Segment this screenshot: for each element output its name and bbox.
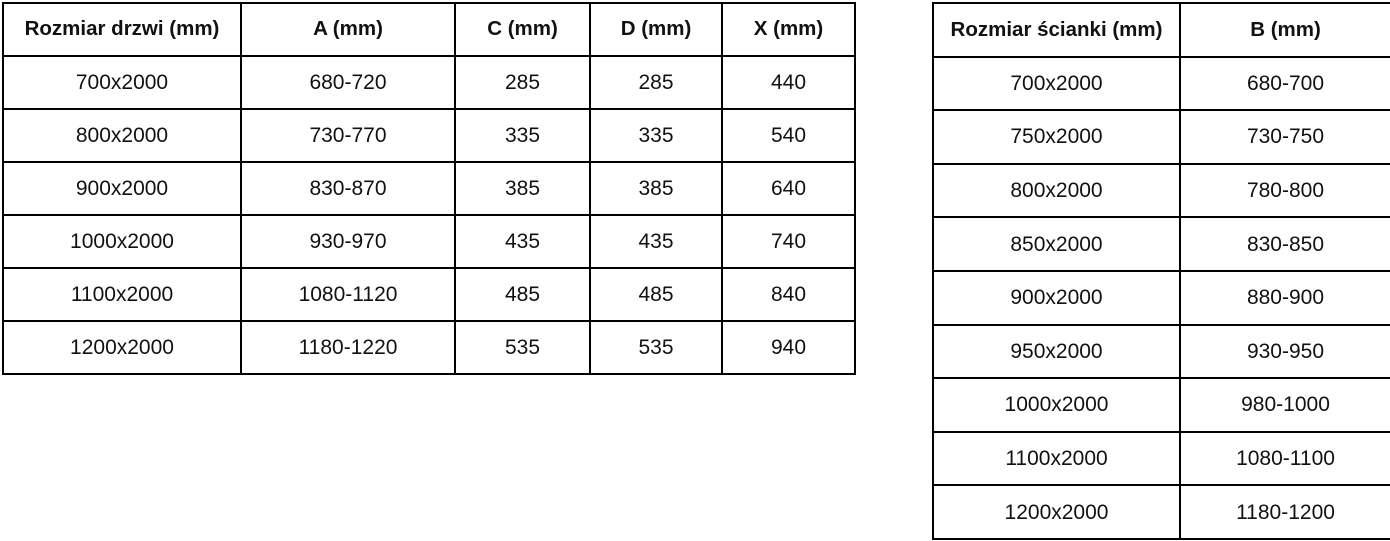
cell-b: 1180-1200 xyxy=(1179,484,1390,540)
cell-wall-size: 1200x2000 xyxy=(932,484,1181,540)
cell-door-size: 1100x2000 xyxy=(2,267,242,322)
cell-wall-size: 850x2000 xyxy=(932,216,1181,272)
cell-b: 980-1000 xyxy=(1179,377,1390,433)
cell-door-size: 700x2000 xyxy=(2,55,242,110)
table-row: 1200x2000 1180-1200 xyxy=(932,484,1390,540)
table-row: 750x2000 730-750 xyxy=(932,109,1390,165)
cell-c: 485 xyxy=(454,267,591,322)
cell-c: 435 xyxy=(454,214,591,269)
cell-wall-size: 900x2000 xyxy=(932,269,1181,326)
cell-d: 285 xyxy=(589,55,723,110)
column-header-door-size: Rozmiar drzwi (mm) xyxy=(2,2,242,57)
cell-x: 940 xyxy=(721,320,856,375)
cell-d: 535 xyxy=(589,320,723,375)
cell-wall-size: 700x2000 xyxy=(932,55,1181,112)
cell-d: 335 xyxy=(589,108,723,163)
table-row: 700x2000 680-720 285 285 440 xyxy=(2,55,856,110)
cell-b: 780-800 xyxy=(1179,162,1390,219)
cell-a: 1180-1220 xyxy=(240,320,456,375)
cell-door-size: 900x2000 xyxy=(2,161,242,216)
cell-door-size: 1000x2000 xyxy=(2,214,242,269)
table-row: 1100x2000 1080-1100 xyxy=(932,430,1390,487)
cell-a: 680-720 xyxy=(240,55,456,110)
cell-c: 535 xyxy=(454,320,591,375)
cell-a: 830-870 xyxy=(240,161,456,216)
cell-d: 485 xyxy=(589,267,723,322)
cell-a: 1080-1120 xyxy=(240,267,456,322)
cell-b: 880-900 xyxy=(1179,269,1390,326)
table-row: 1000x2000 930-970 435 435 740 xyxy=(2,214,856,269)
wall-table-header: Rozmiar ścianki (mm) B (mm) xyxy=(932,2,1390,58)
table-row: 1200x2000 1180-1220 535 535 940 xyxy=(2,320,856,375)
cell-b: 680-700 xyxy=(1179,55,1390,112)
table-row: 800x2000 730-770 335 335 540 xyxy=(2,108,856,163)
cell-door-size: 800x2000 xyxy=(2,108,242,163)
table-header-row: Rozmiar ścianki (mm) B (mm) xyxy=(932,2,1390,58)
cell-x: 740 xyxy=(721,214,856,269)
cell-c: 335 xyxy=(454,108,591,163)
wall-table-body: 700x2000 680-700 750x2000 730-750 800x20… xyxy=(932,55,1390,540)
cell-x: 440 xyxy=(721,55,856,110)
cell-wall-size: 800x2000 xyxy=(932,162,1181,219)
cell-d: 435 xyxy=(589,214,723,269)
cell-b: 830-850 xyxy=(1179,216,1390,272)
cell-b: 930-950 xyxy=(1179,323,1390,380)
cell-b: 730-750 xyxy=(1179,109,1390,165)
table-row: 700x2000 680-700 xyxy=(932,55,1390,112)
table-row: 1100x2000 1080-1120 485 485 840 xyxy=(2,267,856,322)
cell-wall-size: 750x2000 xyxy=(932,109,1181,165)
column-header-x: X (mm) xyxy=(721,2,856,57)
cell-x: 840 xyxy=(721,267,856,322)
doors-spec-table: Rozmiar drzwi (mm) A (mm) C (mm) D (mm) … xyxy=(2,2,856,375)
table-row: 1000x2000 980-1000 xyxy=(932,377,1390,433)
doors-table-header: Rozmiar drzwi (mm) A (mm) C (mm) D (mm) … xyxy=(2,2,856,57)
table-header-row: Rozmiar drzwi (mm) A (mm) C (mm) D (mm) … xyxy=(2,2,856,57)
cell-a: 930-970 xyxy=(240,214,456,269)
cell-d: 385 xyxy=(589,161,723,216)
cell-x: 640 xyxy=(721,161,856,216)
cell-x: 540 xyxy=(721,108,856,163)
column-header-a: A (mm) xyxy=(240,2,456,57)
column-header-c: C (mm) xyxy=(454,2,591,57)
doors-table-body: 700x2000 680-720 285 285 440 800x2000 73… xyxy=(2,55,856,375)
cell-b: 1080-1100 xyxy=(1179,430,1390,487)
table-row: 950x2000 930-950 xyxy=(932,323,1390,380)
cell-c: 285 xyxy=(454,55,591,110)
wall-spec-table: Rozmiar ścianki (mm) B (mm) 700x2000 680… xyxy=(932,2,1390,540)
cell-c: 385 xyxy=(454,161,591,216)
cell-door-size: 1200x2000 xyxy=(2,320,242,375)
table-row: 900x2000 880-900 xyxy=(932,269,1390,326)
column-header-d: D (mm) xyxy=(589,2,723,57)
cell-wall-size: 1100x2000 xyxy=(932,430,1181,487)
cell-wall-size: 1000x2000 xyxy=(932,377,1181,433)
column-header-b: B (mm) xyxy=(1179,2,1390,58)
table-row: 900x2000 830-870 385 385 640 xyxy=(2,161,856,216)
cell-wall-size: 950x2000 xyxy=(932,323,1181,380)
cell-a: 730-770 xyxy=(240,108,456,163)
column-header-wall-size: Rozmiar ścianki (mm) xyxy=(932,2,1181,58)
table-row: 850x2000 830-850 xyxy=(932,216,1390,272)
table-row: 800x2000 780-800 xyxy=(932,162,1390,219)
